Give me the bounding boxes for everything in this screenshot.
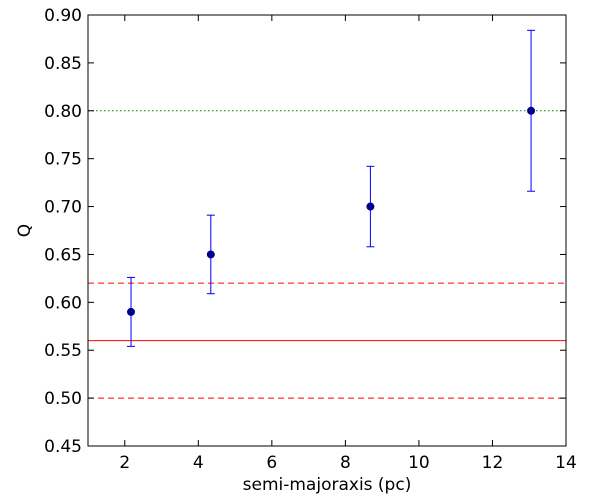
x-tick-label: 14 [555,453,577,473]
y-tick-label: 0.75 [44,150,82,170]
data-point [527,106,536,115]
y-tick-label: 0.90 [44,6,82,26]
data-point [127,307,136,316]
x-tick-label: 10 [408,453,430,473]
x-tick-label: 12 [482,453,504,473]
y-tick-label: 0.65 [44,245,82,265]
y-tick-label: 0.85 [44,54,82,74]
y-tick-label: 0.80 [44,102,82,122]
reference-lines [88,110,566,399]
y-tick-label: 0.70 [44,198,82,218]
x-tick-label: 6 [266,453,277,473]
data-point [366,202,375,211]
x-axis-label: semi-majoraxis (pc) [243,475,412,495]
data-point [206,250,215,259]
x-tick-label: 2 [119,453,130,473]
x-tick-label: 8 [340,453,351,473]
y-tick-label: 0.45 [44,437,82,457]
error-bars [127,29,536,347]
data-points [127,106,536,316]
x-axis-ticks: 2 4 6 8 10 12 14 [119,15,577,473]
y-axis-label: Q [15,224,35,237]
y-axis-ticks: 0.45 0.50 0.55 0.60 0.65 0.70 0.75 0.80 0.85 0.90 [44,6,566,457]
y-tick-label: 0.60 [44,293,82,313]
y-tick-label: 0.50 [44,389,82,409]
plot-frame [87,14,567,447]
x-tick-label: 4 [193,453,204,473]
y-tick-label: 0.55 [44,341,82,361]
